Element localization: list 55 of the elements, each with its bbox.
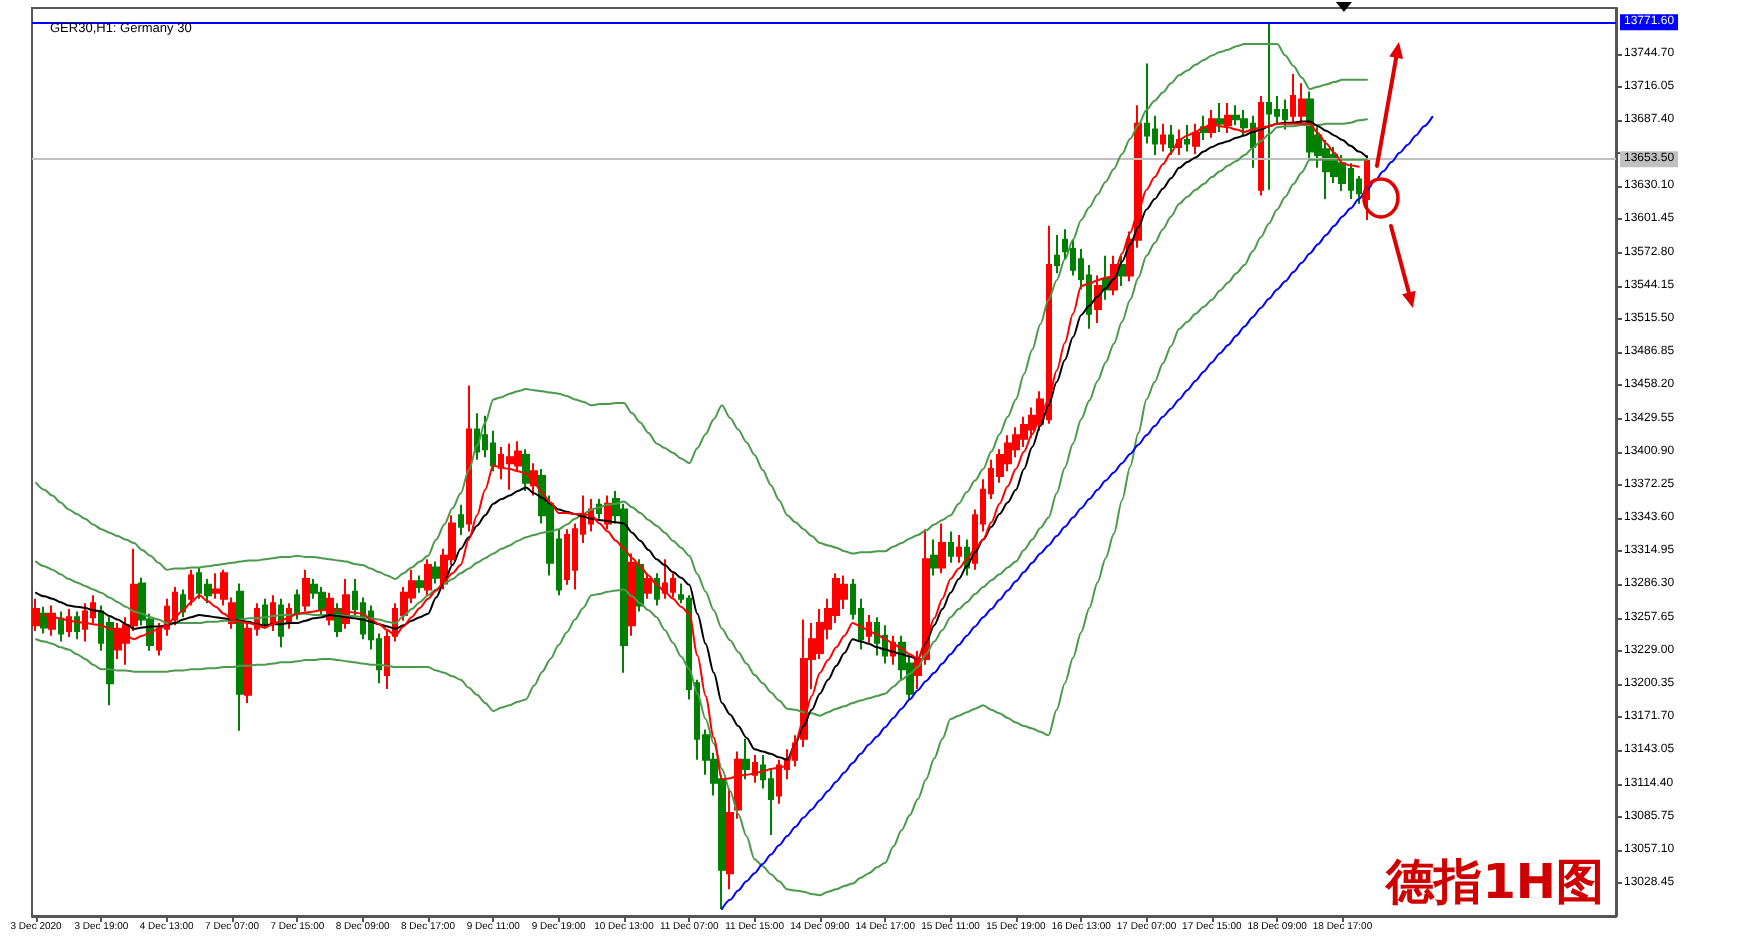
candlestick (66, 608, 72, 638)
candlestick (1094, 274, 1102, 325)
candlestick (432, 560, 440, 585)
candlestick (458, 503, 464, 536)
candlestick (948, 530, 954, 564)
candlestick (800, 618, 808, 748)
candlestick (1176, 128, 1182, 157)
candlestick (342, 577, 350, 630)
candlestick (40, 605, 48, 635)
line-series (35, 42, 1368, 580)
candlestick (1054, 234, 1060, 275)
candlestick (262, 597, 268, 630)
candlestick (212, 572, 220, 600)
candlestick (74, 610, 80, 641)
annotation: 德指1H图 (1384, 854, 1605, 910)
candlestick (236, 582, 244, 732)
candlestick (506, 442, 514, 491)
candlestick (1200, 114, 1208, 142)
candlestick (636, 558, 644, 613)
candlestick (114, 621, 122, 660)
candlestick (1338, 154, 1346, 192)
candlestick (302, 568, 310, 613)
candlestick (742, 737, 750, 781)
candlestick (530, 462, 538, 497)
candlestick (188, 568, 194, 607)
candlestick (1216, 101, 1224, 133)
candlestick (1282, 98, 1288, 131)
candlestick (564, 528, 570, 586)
candlestick (466, 384, 472, 533)
candlestick (48, 604, 56, 637)
candlestick (644, 572, 652, 600)
candlestick (82, 602, 88, 643)
candlestick (930, 538, 938, 577)
line-series (35, 158, 1368, 897)
candlestick (654, 572, 660, 607)
candlestick (58, 610, 64, 643)
candlestick (424, 558, 432, 597)
candlestick (416, 574, 424, 594)
candlestick (874, 616, 880, 657)
candlestick (866, 613, 872, 644)
candlestick (270, 594, 276, 633)
candlestick (1306, 90, 1314, 161)
candlestick (294, 588, 300, 621)
candlestick (956, 533, 962, 564)
candlestick (1118, 254, 1126, 287)
candlestick (662, 558, 668, 600)
candlestick (1184, 123, 1190, 153)
candlestick (1168, 123, 1174, 157)
candlestick (628, 552, 636, 637)
candlestick (522, 448, 530, 492)
line-series (720, 115, 1434, 911)
candlestick (318, 586, 326, 616)
candlestick (938, 522, 946, 575)
candlestick (1160, 122, 1166, 153)
candlestick (1266, 21, 1272, 191)
